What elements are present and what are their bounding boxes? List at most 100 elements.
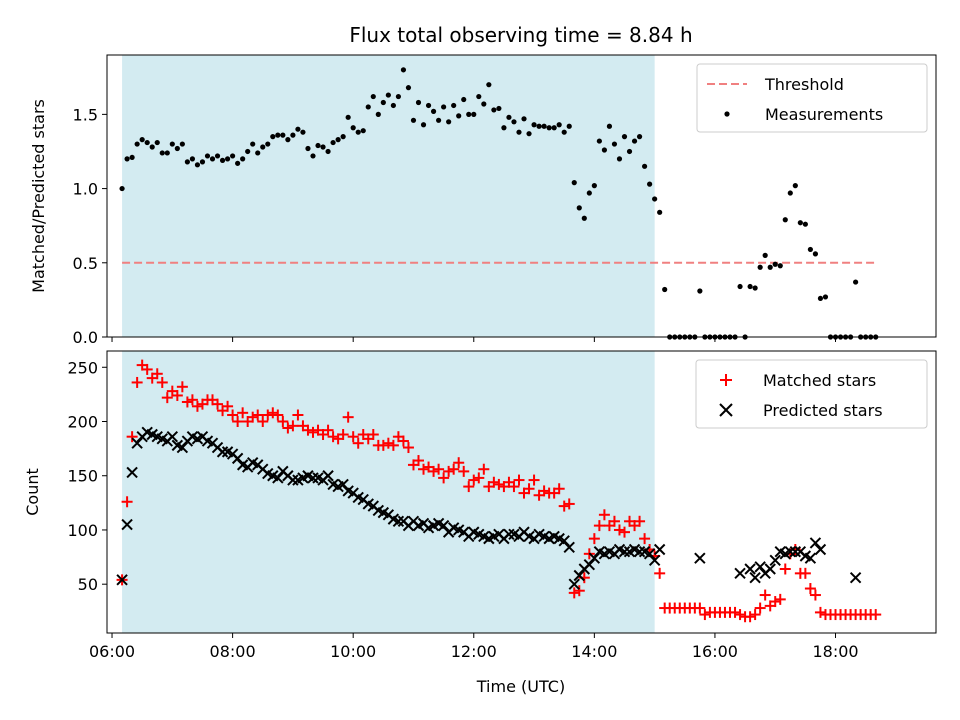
matched-star-point xyxy=(568,587,580,599)
matched-star-point xyxy=(186,394,198,406)
matched-star-point xyxy=(694,602,706,614)
measurement-point xyxy=(807,246,813,253)
matched-star-point xyxy=(191,400,203,412)
measurement-point xyxy=(280,132,286,138)
measurement-point xyxy=(737,283,743,290)
measurement-point xyxy=(476,93,482,100)
x-tick-label: 18:00 xyxy=(812,642,858,661)
measurement-point xyxy=(375,111,381,117)
measurement-point xyxy=(471,111,477,117)
measurement-point xyxy=(139,137,145,143)
measurement-point xyxy=(581,215,587,221)
matched-star-point xyxy=(558,500,570,512)
measurement-point xyxy=(566,123,572,129)
bottom-observing-interval-shade xyxy=(122,351,655,633)
matched-star-point xyxy=(553,483,565,495)
measurement-point xyxy=(481,101,487,107)
top-observing-interval-shade xyxy=(122,55,655,337)
predicted-star-point xyxy=(563,541,575,554)
y-tick-label: 1.5 xyxy=(73,105,98,124)
measurement-point xyxy=(300,129,306,135)
matched-star-point xyxy=(438,472,450,484)
matched-star-point xyxy=(759,589,771,601)
measurement-point xyxy=(752,285,758,291)
measurement-point xyxy=(561,129,567,135)
measurement-point xyxy=(601,147,608,153)
matched-star-point xyxy=(141,363,153,375)
predicted-star-point xyxy=(568,578,580,590)
predicted-star-point xyxy=(618,545,631,558)
matched-star-point xyxy=(272,409,284,421)
predicted-star-point xyxy=(643,548,656,560)
measurement-point xyxy=(295,126,301,132)
matched-star-point xyxy=(749,609,761,621)
measurement-point xyxy=(134,141,140,147)
measurement-point xyxy=(380,99,386,106)
measurement-point xyxy=(626,148,633,155)
measurement-point xyxy=(546,125,552,131)
measurement-point xyxy=(767,264,773,270)
matched-star-point xyxy=(453,457,465,469)
measurement-point xyxy=(772,261,778,267)
measurement-point xyxy=(792,183,798,189)
measurement-point xyxy=(149,144,155,150)
predicted-star-point xyxy=(287,474,299,486)
measurement-point xyxy=(531,122,537,128)
y-tick-label: 0.5 xyxy=(73,254,98,273)
matched-star-point xyxy=(126,431,138,443)
matched-star-point xyxy=(468,474,480,486)
measurement-point xyxy=(260,144,266,150)
measurement-point xyxy=(536,123,542,129)
matched-star-point xyxy=(573,585,585,597)
matched-star-point xyxy=(413,455,425,467)
measurement-point xyxy=(576,205,582,211)
measurement-point xyxy=(451,102,457,109)
matched-star-point xyxy=(613,524,625,536)
matched-star-point xyxy=(809,589,821,601)
matched-star-point xyxy=(382,437,394,449)
measurement-point xyxy=(662,286,668,293)
measurement-point xyxy=(410,117,417,123)
measurement-point xyxy=(189,156,196,162)
measurement-point xyxy=(486,82,492,88)
predicted-star-point xyxy=(121,518,133,531)
measurement-point xyxy=(787,190,793,196)
x-axis-label: Time (UTC) xyxy=(476,677,565,696)
measurement-point xyxy=(275,132,281,138)
measurement-point xyxy=(245,148,251,155)
matched-star-point xyxy=(639,533,651,545)
measurement-point xyxy=(441,104,447,110)
x-tick-label: 06:00 xyxy=(89,642,135,661)
top-panel: 0.0 0.5 1.0 1.5 Matched/Predicted stars Thr… xyxy=(29,54,937,347)
measurement-point xyxy=(219,157,226,163)
measurement-point xyxy=(365,104,371,110)
matched-star-point xyxy=(799,567,811,579)
top-plot-frame xyxy=(106,54,937,338)
matched-star-point xyxy=(433,463,445,475)
predicted-star-point xyxy=(849,571,862,584)
matched-star-point xyxy=(121,496,133,508)
bottom-plot-frame xyxy=(106,350,937,634)
measurement-point xyxy=(270,134,276,140)
matched-star-point xyxy=(729,606,741,618)
measurement-point xyxy=(360,128,366,134)
chart-title: Flux total observing time = 8.84 h xyxy=(349,23,692,47)
measurement-point xyxy=(516,129,522,135)
matched-star-point xyxy=(377,439,389,451)
measurement-point xyxy=(305,145,311,152)
predicted-star-point xyxy=(322,470,334,482)
predicted-star-point xyxy=(337,478,349,491)
measurement-point xyxy=(230,153,236,159)
measurement-point xyxy=(425,102,432,109)
matched-star-point xyxy=(337,429,349,441)
measurement-point xyxy=(621,134,628,140)
matched-star-point xyxy=(222,400,234,412)
measurement-point xyxy=(853,279,859,285)
legend-threshold-label: Threshold xyxy=(764,75,844,94)
matched-star-point xyxy=(262,409,274,421)
measurement-point xyxy=(596,138,602,144)
matched-star-point xyxy=(588,533,600,545)
y-tick-label: 250 xyxy=(67,358,98,377)
matched-star-point xyxy=(171,389,183,401)
